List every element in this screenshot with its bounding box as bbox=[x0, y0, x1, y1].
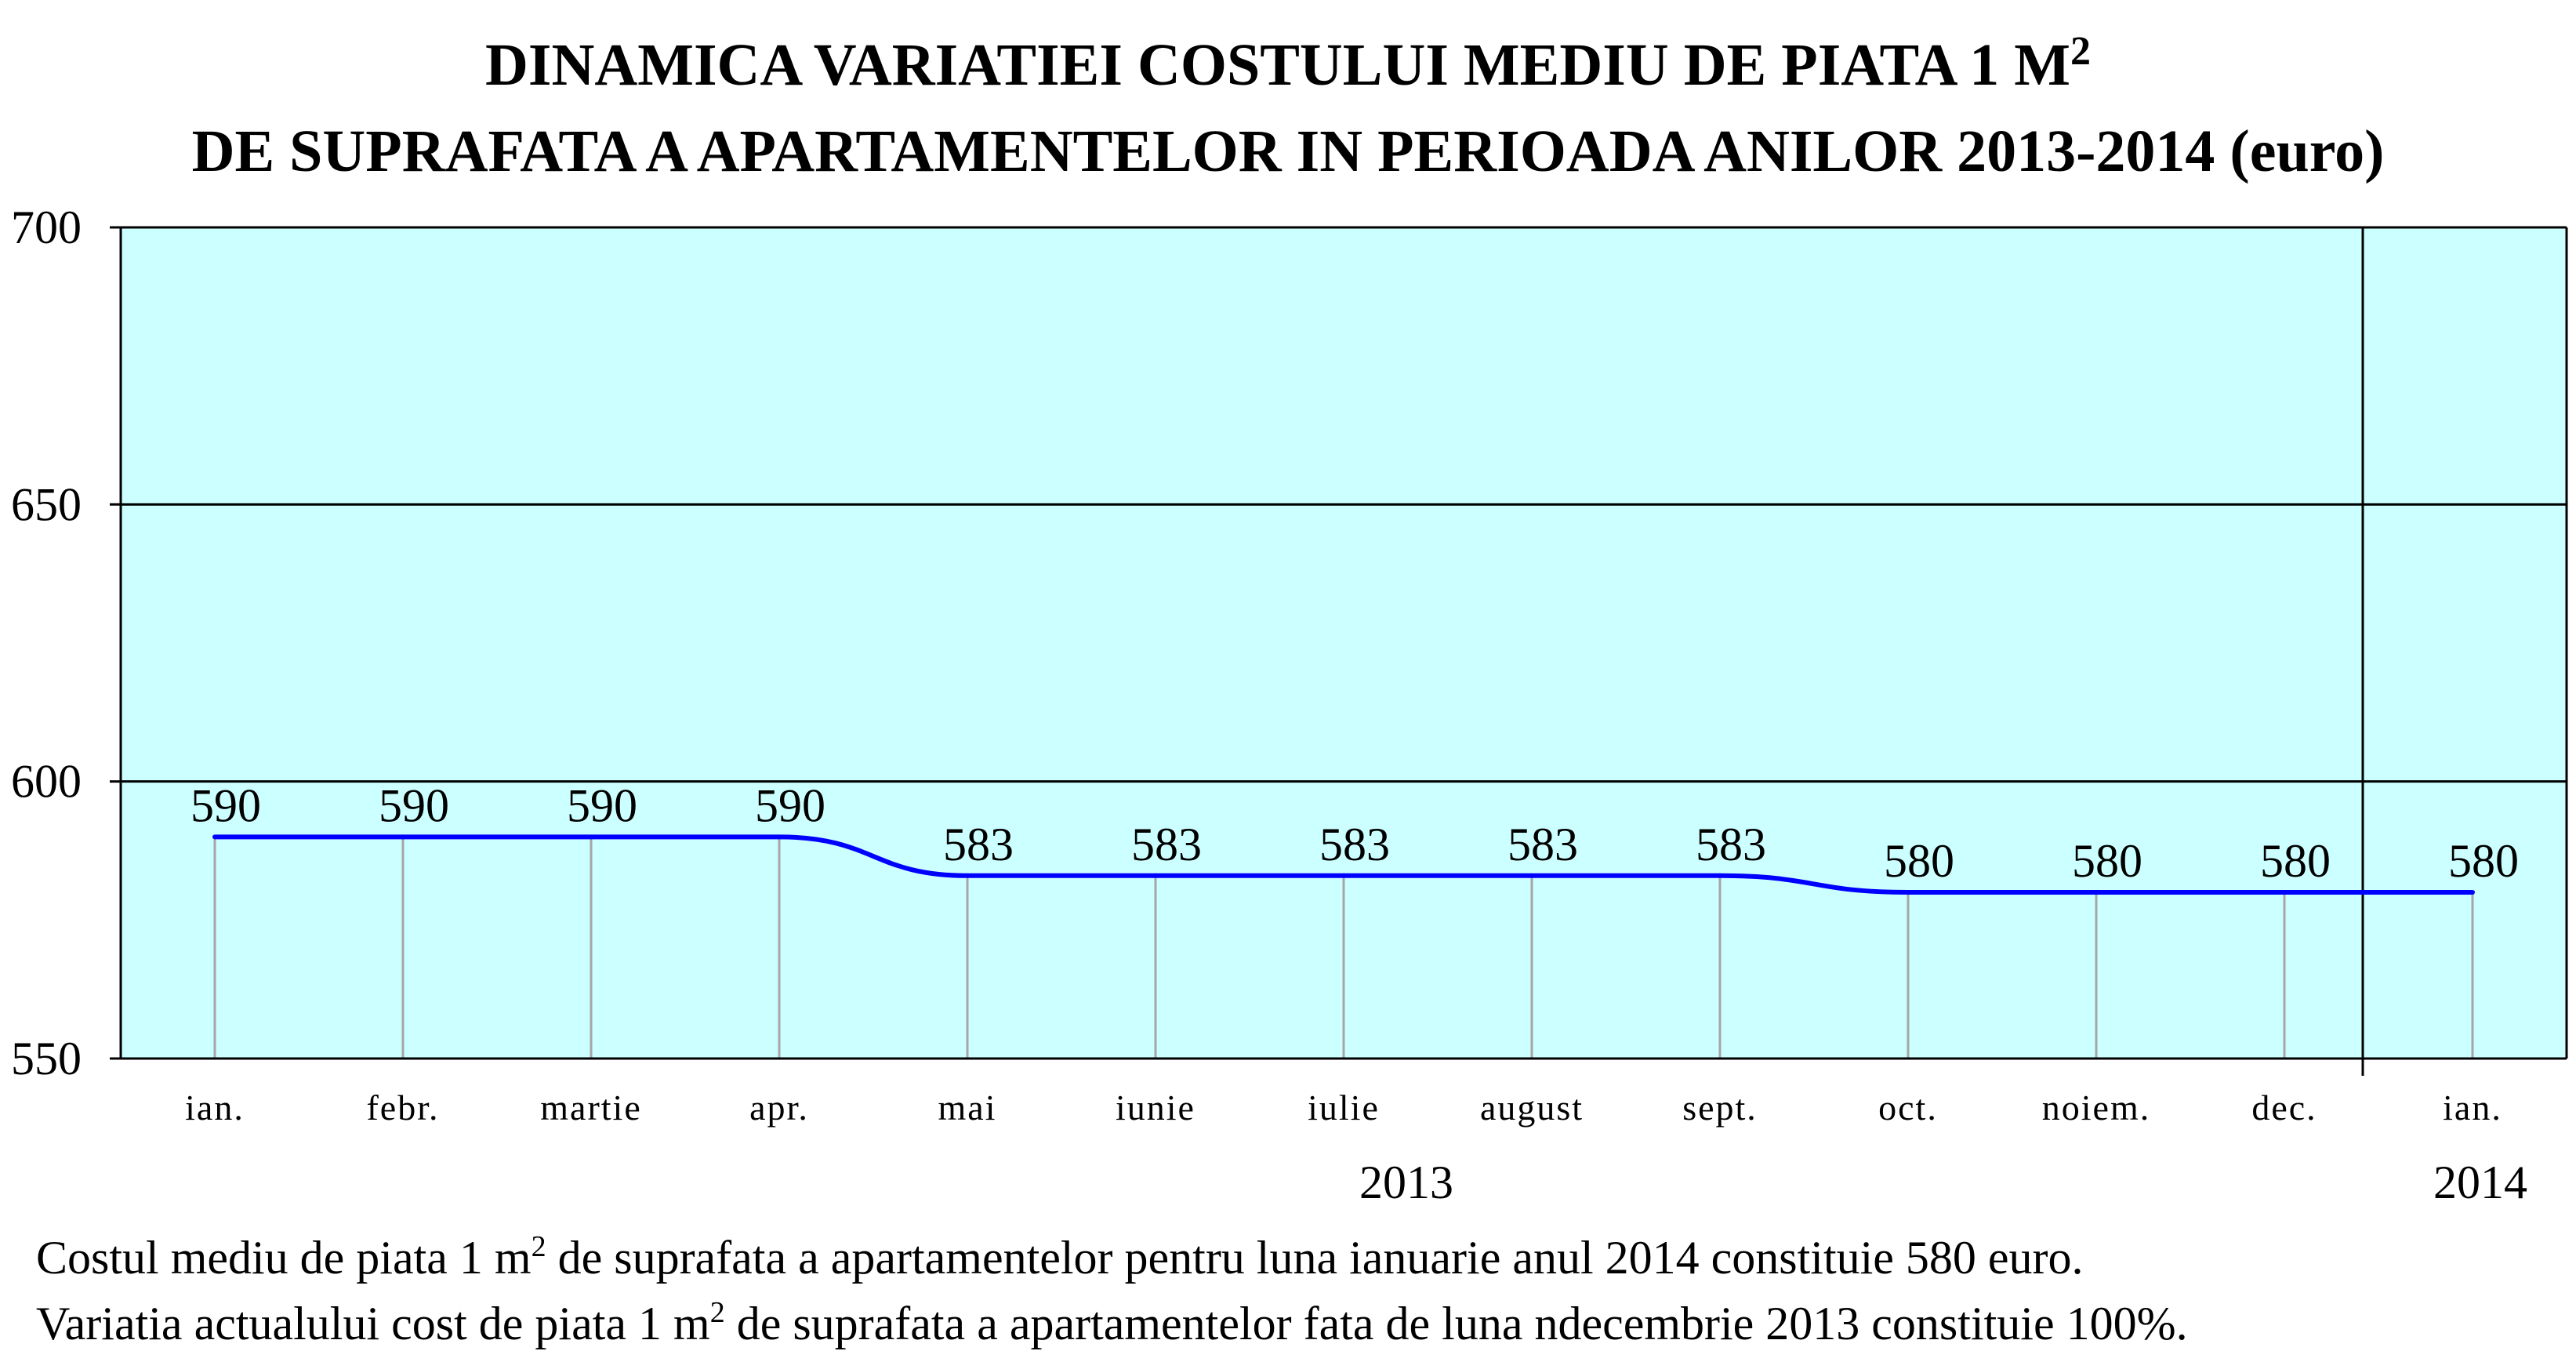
y-axis-ticks: 550 600 650 700 bbox=[11, 202, 121, 1084]
data-label-4: 583 bbox=[943, 819, 1014, 870]
x-tick-label-4: mai bbox=[938, 1088, 997, 1128]
chart-title-line1: DINAMICA VARIATIEI COSTULUI MEDIU DE PIA… bbox=[484, 29, 2091, 98]
data-point-11 bbox=[2282, 890, 2287, 895]
data-labels: 590 590 590 590 583 583 583 583 583 580 580 580 580 bbox=[190, 779, 2519, 887]
data-label-0: 590 bbox=[190, 779, 261, 831]
x-tick-label-1: febr. bbox=[366, 1088, 439, 1128]
x-tick-label-12: ian. bbox=[2443, 1088, 2502, 1128]
x-tick-label-11: dec. bbox=[2251, 1088, 2317, 1128]
year-label-2013: 2013 bbox=[1359, 1157, 1453, 1208]
data-label-8: 583 bbox=[1696, 819, 1766, 870]
data-label-6: 583 bbox=[1319, 819, 1390, 870]
x-tick-label-5: iunie bbox=[1116, 1088, 1195, 1128]
data-label-1: 590 bbox=[379, 779, 449, 831]
x-tick-label-0: ian. bbox=[185, 1088, 245, 1128]
data-point-5 bbox=[1153, 873, 1158, 878]
data-label-9: 580 bbox=[1884, 835, 1954, 887]
data-point-2 bbox=[589, 834, 593, 840]
data-point-10 bbox=[2094, 890, 2099, 895]
y-tick-label-600: 600 bbox=[11, 756, 82, 808]
year-label-2014: 2014 bbox=[2433, 1157, 2527, 1208]
data-label-12: 580 bbox=[2448, 835, 2519, 887]
title-superscript: 2 bbox=[2070, 29, 2091, 74]
x-tick-label-9: oct. bbox=[1878, 1088, 1938, 1128]
x-tick-label-2: martie bbox=[540, 1088, 642, 1128]
footnote-line1: Costul mediu de piata 1 m2 de suprafata … bbox=[36, 1230, 2084, 1284]
data-label-10: 580 bbox=[2072, 835, 2142, 887]
series-line bbox=[212, 834, 2475, 895]
data-point-8 bbox=[1718, 873, 1722, 878]
data-point-4 bbox=[965, 873, 970, 878]
data-point-9 bbox=[1906, 890, 1910, 895]
gridlines bbox=[121, 226, 2568, 1059]
data-label-2: 590 bbox=[567, 779, 637, 831]
y-tick-label-700: 700 bbox=[11, 202, 82, 253]
x-tick-label-10: noiem. bbox=[2042, 1088, 2150, 1128]
data-label-3: 590 bbox=[755, 779, 825, 831]
x-tick-label-6: iulie bbox=[1308, 1088, 1380, 1128]
x-tick-label-7: august bbox=[1480, 1088, 1584, 1128]
data-point-6 bbox=[1341, 873, 1346, 878]
data-label-11: 580 bbox=[2260, 835, 2331, 887]
data-point-3 bbox=[777, 834, 782, 840]
drop-lines bbox=[213, 837, 2474, 1059]
data-point-1 bbox=[401, 834, 405, 840]
data-point-7 bbox=[1529, 873, 1534, 878]
data-label-7: 583 bbox=[1508, 819, 1578, 870]
data-label-5: 583 bbox=[1131, 819, 1202, 870]
chart-title-line2: DE SUPRAFATA A APARTAMENTELOR IN PERIOAD… bbox=[191, 118, 2385, 184]
line-chart: 550 600 650 700 590 590 590 590 583 583 583 583 583… bbox=[11, 202, 2568, 1208]
x-tick-label-8: sept. bbox=[1682, 1088, 1758, 1128]
y-tick-label-550: 550 bbox=[11, 1033, 82, 1084]
data-point-12 bbox=[2470, 890, 2475, 895]
x-tick-label-3: apr. bbox=[749, 1088, 809, 1128]
x-axis-labels: ian. febr. martie apr. mai iunie iulie august se… bbox=[185, 1088, 2502, 1128]
y-tick-label-650: 650 bbox=[11, 478, 82, 530]
data-point-0 bbox=[212, 834, 217, 840]
footnote-line2: Variatia actualului cost de piata 1 m2 d… bbox=[36, 1296, 2188, 1349]
year-labels: 2013 2014 bbox=[1359, 1157, 2527, 1208]
